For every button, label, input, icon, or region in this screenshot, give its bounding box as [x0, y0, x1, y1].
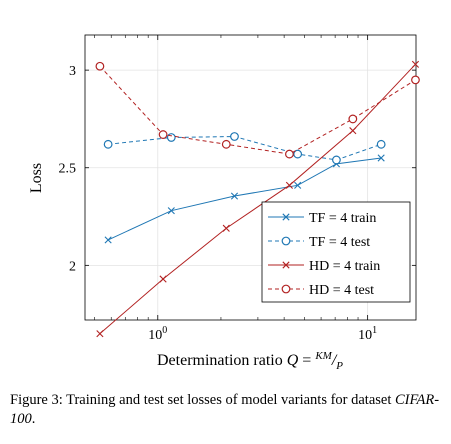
- series-line: [99, 65, 416, 155]
- legend-label-hd-test: HD = 4 test: [309, 283, 374, 298]
- data-point-cross: [294, 181, 302, 189]
- y-axis-label: Loss: [28, 163, 45, 193]
- data-point-circle: [293, 149, 303, 159]
- series-line: [99, 63, 416, 335]
- data-point-cross: [285, 181, 294, 189]
- series-2: [96, 60, 420, 338]
- data-point-circle: [103, 139, 113, 149]
- data-point-cross: [230, 192, 239, 200]
- data-point-cross: [167, 207, 175, 215]
- data-point-circle: [221, 139, 231, 149]
- series-0: [104, 154, 385, 244]
- data-point-circle: [332, 155, 341, 165]
- data-point-circle: [348, 114, 358, 124]
- legend-label-tf-test: TF = 4 test: [309, 235, 370, 250]
- data-point-cross: [104, 236, 112, 244]
- data-point-circle: [411, 75, 420, 85]
- legend-label-tf-train: TF = 4 train: [309, 211, 376, 226]
- series-line: [108, 136, 382, 161]
- legend-marker: [281, 236, 291, 246]
- caption-end: .: [31, 411, 36, 427]
- series-1: [103, 132, 386, 165]
- data-point-circle: [376, 139, 386, 149]
- x-tick-label: 101: [358, 325, 377, 343]
- legend: TF = 4 train TF = 4 test HD = 4 train HD…: [261, 201, 411, 303]
- data-point-circle: [285, 149, 294, 159]
- data-point-circle: [230, 132, 239, 141]
- caption-text: Figure 3: Training and test set losses o…: [10, 392, 396, 408]
- series-line: [107, 157, 382, 241]
- data-point-circle: [158, 130, 168, 139]
- y-tick-label: 2.5: [59, 162, 77, 177]
- y-tick-label: 2: [69, 259, 76, 274]
- x-axis-label: Determination ratio Q = KM/P: [157, 350, 343, 372]
- caption-dataset: CIFAR-100: [10, 392, 440, 427]
- data-point-cross: [96, 330, 104, 338]
- figure-caption: Figure 3: Training and test set losses o…: [10, 391, 442, 429]
- data-point-cross: [349, 127, 357, 135]
- legend-label-hd-train: HD = 4 train: [309, 259, 380, 274]
- plot-frame: [84, 34, 417, 321]
- data-point-cross: [222, 224, 230, 232]
- series-3: [95, 61, 420, 159]
- data-point-circle: [95, 61, 105, 71]
- x-tick-label: 100: [148, 325, 167, 343]
- legend-marker: [282, 261, 290, 269]
- legend-marker: [282, 213, 290, 221]
- axis-ticks: [85, 35, 416, 320]
- data-point-cross: [377, 154, 385, 162]
- data-point-cross: [159, 275, 167, 283]
- data-point-circle: [166, 133, 176, 142]
- y-tick-label: 3: [69, 64, 76, 79]
- loss-chart: 2 2.5 3 100 101 Determination ratio Q = …: [28, 34, 420, 372]
- legend-marker: [281, 284, 291, 294]
- series-layer: [95, 60, 420, 338]
- data-point-cross: [411, 60, 420, 68]
